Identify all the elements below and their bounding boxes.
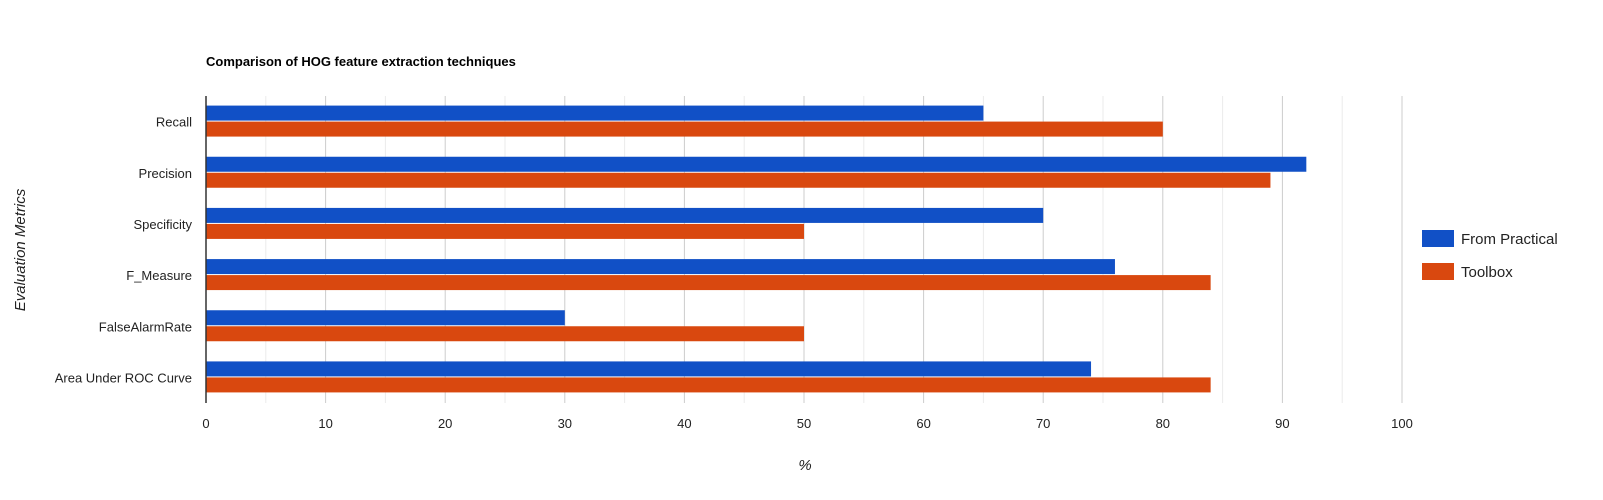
x-tick-label: 90 [1275, 416, 1289, 431]
category-label: F_Measure [126, 268, 192, 283]
bar-from-practical-falsealarmrate [206, 310, 565, 326]
bar-from-practical-f-measure [206, 259, 1115, 275]
x-axis-title: % [798, 457, 811, 474]
x-tick-label: 10 [318, 416, 332, 431]
category-label: Precision [139, 166, 192, 181]
legend: From Practical Toolbox [1422, 230, 1558, 281]
x-tick-label: 20 [438, 416, 452, 431]
gridlines [265, 96, 1403, 403]
bar-toolbox-f-measure [206, 275, 1211, 291]
category-label: Area Under ROC Curve [55, 370, 192, 385]
x-tick-label: 100 [1391, 416, 1413, 431]
bar-from-practical-area-under-roc-curve [206, 361, 1092, 377]
legend-label: From Practical [1461, 231, 1558, 248]
category-labels: Recall Precision Specificity F_Measure False… [55, 115, 193, 386]
x-tick-label: 80 [1156, 416, 1170, 431]
x-tick-labels: 0 10 20 30 40 50 60 70 80 90 100 [202, 416, 1412, 431]
category-label: Specificity [133, 217, 192, 232]
x-tick-label: 60 [916, 416, 930, 431]
bar-from-practical-precision [206, 156, 1307, 172]
x-tick-label: 50 [797, 416, 811, 431]
y-axis-title: Evaluation Metrics [12, 188, 29, 311]
bars [206, 105, 1307, 393]
x-tick-label: 30 [558, 416, 572, 431]
bar-toolbox-recall [206, 121, 1163, 137]
legend-swatch [1422, 263, 1454, 280]
legend-swatch [1422, 230, 1454, 247]
chart-title: Comparison of HOG feature extraction tec… [206, 54, 516, 69]
bar-toolbox-falsealarmrate [206, 326, 804, 342]
bar-toolbox-specificity [206, 223, 804, 239]
bar-toolbox-precision [206, 172, 1271, 188]
bar-from-practical-recall [206, 105, 984, 121]
bar-from-practical-specificity [206, 207, 1044, 223]
x-tick-label: 40 [677, 416, 691, 431]
category-label: Recall [156, 115, 192, 130]
category-label: FalseAlarmRate [99, 319, 192, 334]
legend-label: Toolbox [1461, 264, 1513, 281]
bar-toolbox-area-under-roc-curve [206, 377, 1211, 393]
x-tick-label: 0 [202, 416, 209, 431]
x-tick-label: 70 [1036, 416, 1050, 431]
